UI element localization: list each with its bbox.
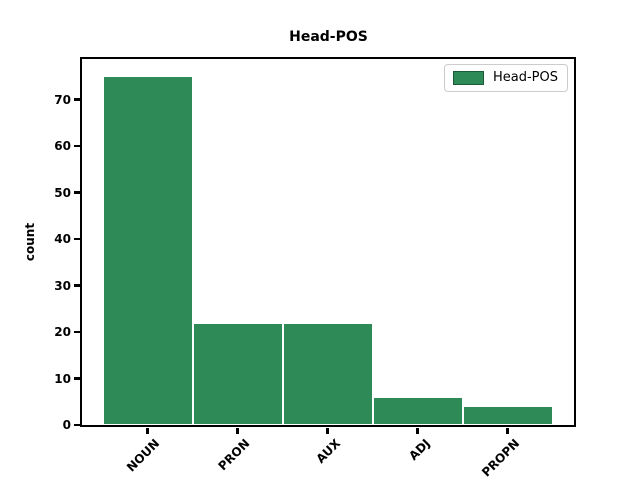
y-tick-mark [73,144,80,148]
y-tick-label: 10 [54,371,71,386]
y-tick-mark [73,237,80,241]
x-tick-label: PROPN [479,436,523,480]
chart-title: Head-POS [289,29,368,45]
plot-area: Head-POS 0 10 20 30 40 50 60 70 NOUN PRON AUX ADJ PR… [54,57,576,479]
y-tick-mark [73,98,80,101]
legend: Head-POS [443,64,568,92]
y-tick-mark [73,330,80,334]
y-tick-label: 40 [54,232,71,247]
x-tick-mark [506,427,509,434]
y-axis-label: count [23,222,37,262]
x-tick-label: AUX [313,436,343,466]
y-tick-mark [73,191,80,194]
bar-aux [282,322,373,425]
y-tick-label: 50 [54,185,71,200]
bar-adj [372,397,463,425]
x-tick-mark [416,427,419,434]
y-tick-label: 30 [54,278,71,293]
y-tick-mark [73,423,80,427]
bar-noun [102,76,193,425]
y-tick-mark [73,377,80,380]
y-tick-label: 0 [62,418,71,432]
bar-propn [462,406,553,425]
legend-swatch [452,71,484,85]
x-tick-label: NOUN [124,436,163,475]
y-tick-label: 70 [54,92,71,107]
legend-label: Head-POS [492,70,558,85]
y-tick-label: 20 [54,325,71,340]
y-tick-mark [73,284,80,287]
x-tick-label: PRON [215,436,253,474]
x-tick-label: ADJ [406,436,433,463]
bar-pron [192,322,283,425]
y-tick-label: 60 [54,139,71,154]
x-tick-mark [146,427,149,434]
x-tick-mark [326,427,329,434]
x-tick-mark [236,427,239,434]
